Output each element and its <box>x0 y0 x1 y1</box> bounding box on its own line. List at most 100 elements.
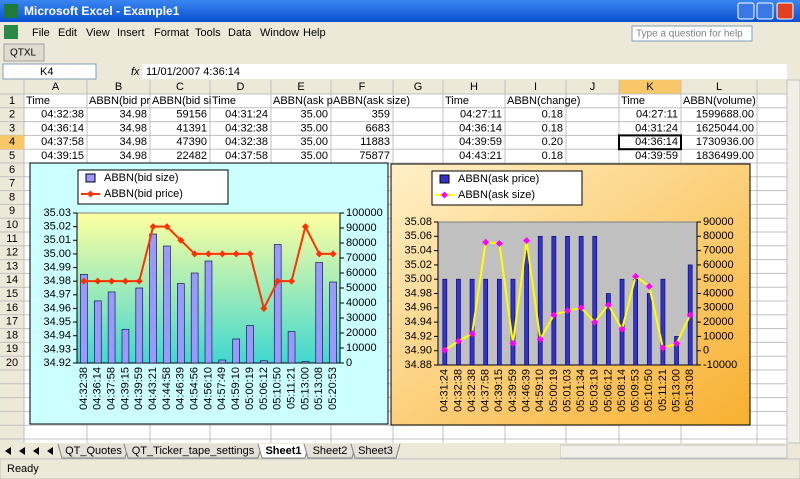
bar <box>94 300 102 364</box>
y2-tick-label: 20000 <box>346 327 377 339</box>
marker <box>177 236 185 244</box>
cell: Time <box>212 95 236 107</box>
x-tick-label: 04:39:15 <box>119 367 131 410</box>
status-text: Ready <box>7 463 39 475</box>
qtxl-button[interactable] <box>3 43 45 62</box>
marker <box>329 250 337 258</box>
menu-item[interactable]: File <box>32 27 50 39</box>
cell: 04:27:11 <box>636 109 678 121</box>
bar <box>633 278 639 366</box>
cell: 34.98 <box>119 136 147 148</box>
menu-item[interactable]: Tools <box>195 27 221 39</box>
bar <box>121 328 130 364</box>
y-tick-label: 35.08 <box>404 216 432 228</box>
cell: Time <box>621 95 645 107</box>
y2-tick-label: 0 <box>346 357 352 369</box>
legend-swatch <box>85 173 96 183</box>
marker <box>618 325 626 333</box>
menu-item[interactable]: Help <box>303 27 326 39</box>
cell: ABBN(bid si <box>152 95 211 107</box>
marker <box>645 282 653 290</box>
column-header: D <box>237 81 245 93</box>
close-button[interactable] <box>776 2 794 20</box>
y-tick-label: 34.98 <box>43 275 71 287</box>
cell: 11883 <box>360 136 390 148</box>
bar <box>218 359 227 364</box>
cell: 04:43:21 <box>459 150 502 162</box>
menu-item[interactable]: Data <box>228 27 252 39</box>
column-header: F <box>359 81 366 93</box>
y-tick-label: 34.97 <box>43 289 71 301</box>
tab-nav-button[interactable] <box>5 447 11 455</box>
bar <box>510 278 516 366</box>
marker <box>495 239 503 247</box>
y2-tick-label: 100000 <box>346 207 383 219</box>
sheet-tab[interactable] <box>350 443 401 459</box>
y-tick-label: 34.98 <box>404 287 432 299</box>
y2-tick-label: 70000 <box>703 245 734 257</box>
y-tick-label: 34.99 <box>43 261 71 273</box>
name-box-text: K4 <box>40 66 53 78</box>
cell: 6683 <box>366 122 390 134</box>
legend-marker <box>441 191 448 199</box>
column-header: C <box>176 81 184 93</box>
cell: 1836499.00 <box>696 150 754 162</box>
bar <box>177 283 185 364</box>
y-tick-label: 34.96 <box>43 302 71 314</box>
x-tick-label: 04:46:39 <box>521 369 533 412</box>
bar <box>315 262 323 364</box>
row-header: 10 <box>6 219 18 231</box>
x-tick-label: 04:32:38 <box>78 367 90 410</box>
menu-item[interactable]: Insert <box>117 27 145 39</box>
cell: 04:39:59 <box>635 150 678 162</box>
active-row-header <box>0 135 24 150</box>
y2-tick-label: 50000 <box>703 273 734 285</box>
bar <box>592 236 598 366</box>
title-bar <box>0 0 800 22</box>
bar <box>537 236 543 366</box>
y-tick-label: 35.03 <box>43 207 71 219</box>
y2-tick-label: 40000 <box>703 287 734 299</box>
bar <box>107 291 116 364</box>
legend <box>77 169 229 205</box>
menu-item[interactable]: Window <box>260 27 299 39</box>
y2-tick-label: 20000 <box>703 316 734 328</box>
tab-nav-button[interactable] <box>19 447 25 455</box>
marker <box>454 337 462 345</box>
menu-item[interactable]: Edit <box>58 27 77 39</box>
tab-nav-button[interactable] <box>33 447 39 455</box>
row-header: 1 <box>9 95 15 107</box>
minimize-button[interactable] <box>737 2 755 20</box>
row-header: 8 <box>9 191 15 203</box>
row-header: 14 <box>6 274 18 286</box>
active-column-header <box>619 80 681 94</box>
cell: 359 <box>372 109 390 121</box>
row-header: 20 <box>6 357 18 369</box>
marker <box>509 340 517 348</box>
bar <box>496 278 502 366</box>
name-box[interactable] <box>2 63 97 80</box>
maximize-button[interactable] <box>756 2 774 20</box>
row-header: 17 <box>6 316 18 328</box>
marker <box>246 250 254 258</box>
x-tick-label: 05:10:50 <box>272 367 284 410</box>
cell: ABBN(change) <box>507 95 580 107</box>
doc-icon <box>4 25 18 39</box>
cell: 04:32:38 <box>225 122 268 134</box>
help-box[interactable] <box>631 25 753 42</box>
horizontal-scrollbar[interactable] <box>559 444 788 459</box>
x-tick-label: 05:01:03 <box>561 369 573 412</box>
tab-nav-button[interactable] <box>47 447 53 455</box>
y2-tick-label: 90000 <box>346 222 377 234</box>
column-header: I <box>534 81 537 93</box>
cell: 04:27:11 <box>460 109 502 121</box>
y-tick-label: 35.00 <box>404 273 432 285</box>
formula-input[interactable] <box>142 64 787 79</box>
cell: 0.18 <box>542 150 563 162</box>
menu-item[interactable]: Format <box>154 27 189 39</box>
cell: 0.20 <box>542 136 563 148</box>
x-tick-label: 04:39:59 <box>133 367 145 410</box>
vertical-scrollbar[interactable] <box>786 79 800 444</box>
formula-content: 11/01/2007 4:36:14 <box>146 66 240 78</box>
menu-item[interactable]: View <box>86 27 110 39</box>
